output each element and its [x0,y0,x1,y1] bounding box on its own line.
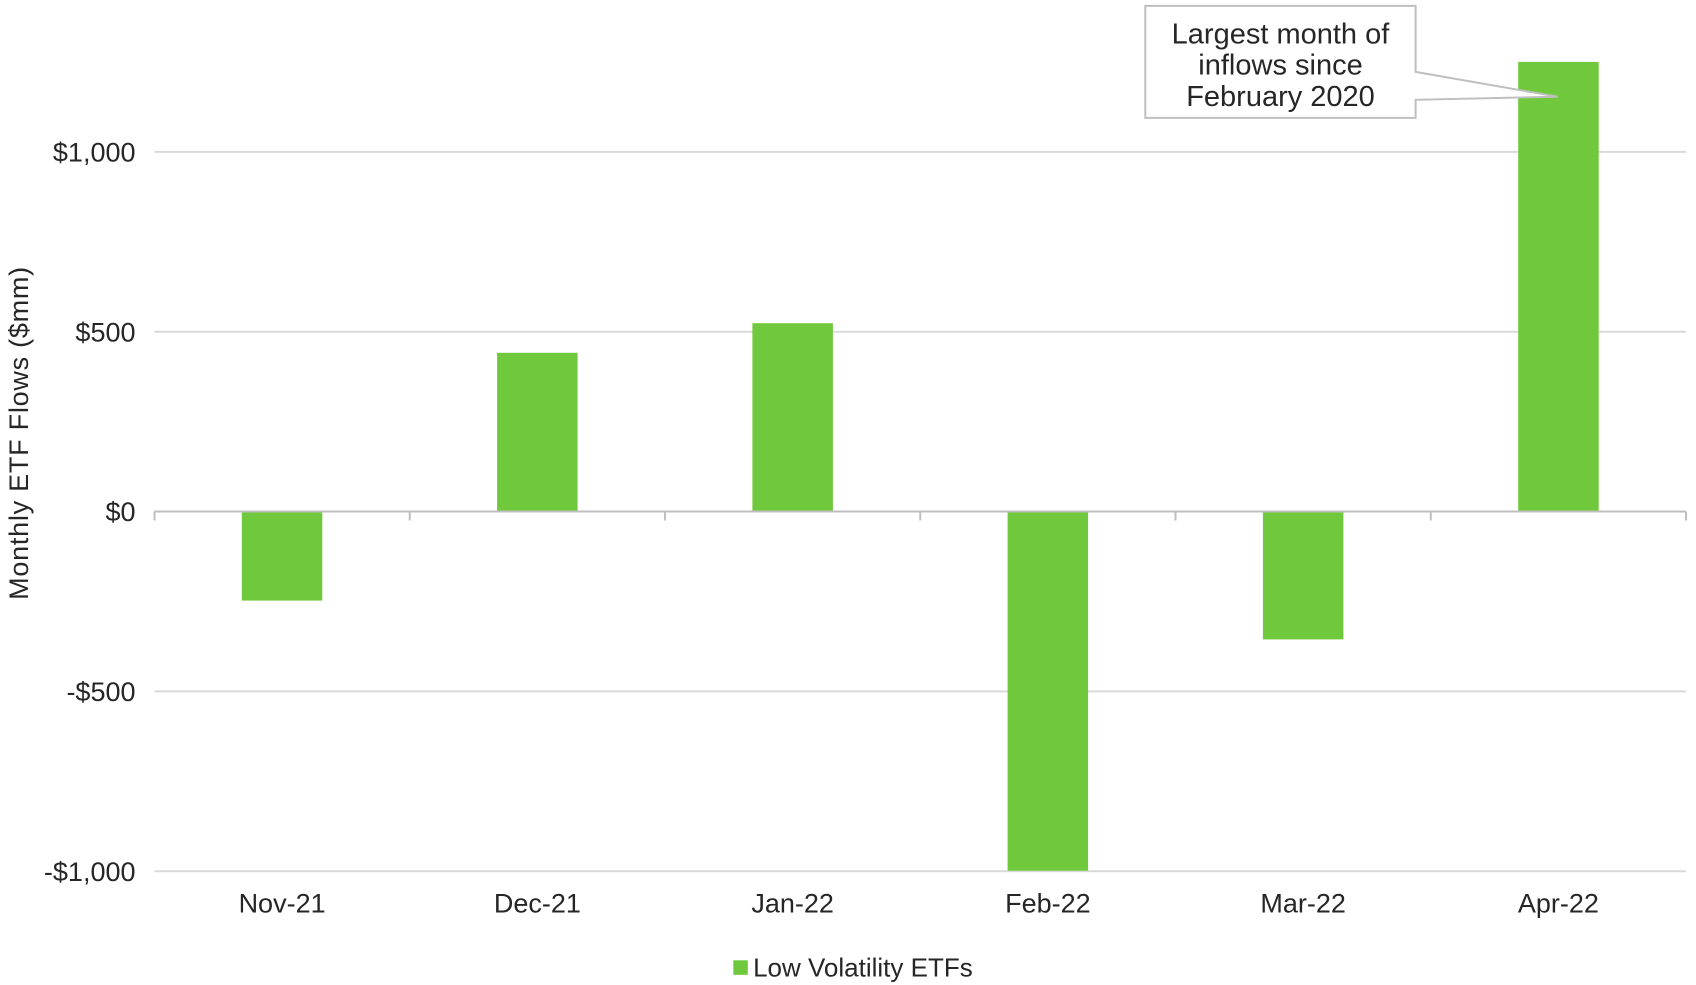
svg-text:-$500: -$500 [66,677,135,707]
svg-text:Low Volatility ETFs: Low Volatility ETFs [753,952,973,982]
svg-text:$0: $0 [105,497,135,527]
svg-text:Jan-22: Jan-22 [751,889,834,919]
svg-text:Apr-22: Apr-22 [1518,889,1599,919]
svg-text:Mar-22: Mar-22 [1260,889,1346,919]
svg-text:Nov-21: Nov-21 [239,889,326,919]
svg-text:Dec-21: Dec-21 [494,889,581,919]
svg-text:inflows since: inflows since [1198,49,1362,81]
svg-text:$500: $500 [75,317,135,347]
svg-text:Largest month of: Largest month of [1172,18,1391,50]
svg-text:$1,000: $1,000 [53,138,136,168]
svg-text:February 2020: February 2020 [1186,81,1375,113]
svg-text:Monthly ETF Flows ($mm): Monthly ETF Flows ($mm) [4,266,34,600]
svg-text:Feb-22: Feb-22 [1005,889,1091,919]
svg-text:-$1,000: -$1,000 [44,857,136,887]
